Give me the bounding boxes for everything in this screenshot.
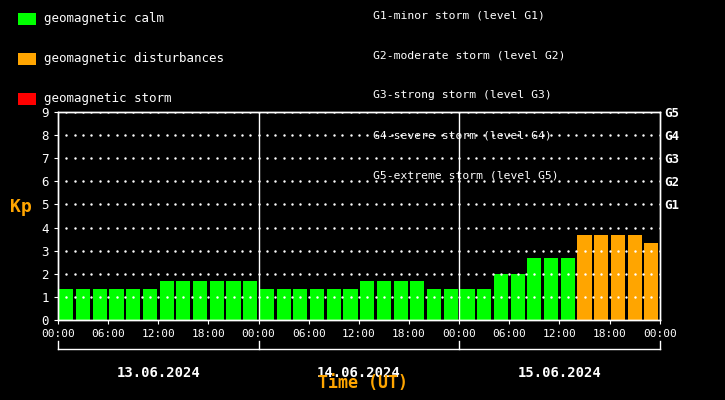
Bar [560,258,575,320]
Text: geomagnetic storm: geomagnetic storm [44,92,171,105]
Bar [160,282,174,320]
Bar [126,289,141,320]
Bar [427,289,442,320]
Bar [460,289,475,320]
Bar [628,235,642,320]
Bar [93,289,107,320]
Text: G3-strong storm (level G3): G3-strong storm (level G3) [373,90,552,100]
Bar [510,274,525,320]
Bar [226,282,241,320]
Bar [527,258,542,320]
Text: G1-minor storm (level G1): G1-minor storm (level G1) [373,10,545,20]
Bar [577,235,592,320]
Y-axis label: Kp: Kp [9,198,31,216]
Bar [109,289,123,320]
Bar [611,235,625,320]
Text: geomagnetic disturbances: geomagnetic disturbances [44,52,223,65]
Bar [377,282,391,320]
Bar [444,289,458,320]
Text: Time (UT): Time (UT) [318,374,407,392]
Bar [394,282,407,320]
Bar [594,235,608,320]
Bar [360,282,374,320]
Bar [193,282,207,320]
Bar [276,289,291,320]
Text: G2-moderate storm (level G2): G2-moderate storm (level G2) [373,50,566,60]
Text: G4-severe storm (level G4): G4-severe storm (level G4) [373,130,552,140]
Bar [143,289,157,320]
Bar [294,289,307,320]
Bar [210,282,224,320]
Text: 14.06.2024: 14.06.2024 [317,366,401,380]
Text: G5-extreme storm (level G5): G5-extreme storm (level G5) [373,170,559,180]
Bar [327,289,341,320]
Bar [344,289,357,320]
Bar [76,289,90,320]
Bar [176,282,191,320]
Bar [59,289,73,320]
Bar [260,289,274,320]
Bar [410,282,424,320]
Text: 15.06.2024: 15.06.2024 [518,366,601,380]
Bar [477,289,492,320]
Bar [494,274,508,320]
Text: geomagnetic calm: geomagnetic calm [44,12,164,25]
Bar [310,289,324,320]
Bar [544,258,558,320]
Text: 13.06.2024: 13.06.2024 [117,366,200,380]
Bar [645,243,658,320]
Bar [243,282,257,320]
